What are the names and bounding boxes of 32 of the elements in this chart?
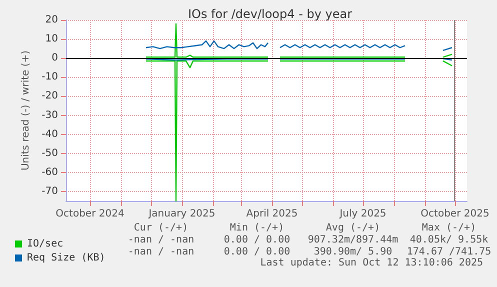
text: 174.67 /741.75 — [406, 246, 492, 258]
chart-title: IOs for /dev/loop4 - by year — [188, 7, 352, 21]
text: Last update: Sun Oct 12 13:10:06 2025 — [260, 258, 484, 268]
x-tick-label: April 2025 — [246, 208, 298, 220]
y-tick-label: 20 — [45, 14, 58, 26]
text: 390.90m/ 5.90 — [314, 246, 392, 258]
text: 0.00 / 0.00 — [224, 246, 290, 258]
legend-label: IO/sec — [27, 238, 64, 250]
text: Min (-/+) — [230, 222, 284, 234]
text: 907.32m/897.44m — [308, 234, 398, 246]
text: Avg (-/+) — [326, 222, 380, 234]
y-tick-label: -60 — [42, 166, 58, 178]
y-tick-label: -30 — [42, 110, 58, 121]
x-tick-label: January 2025 — [148, 208, 216, 220]
x-tick-label: October 2024 — [56, 208, 124, 220]
y-tick-label: -50 — [42, 148, 58, 159]
y-tick-label: -10 — [42, 72, 58, 83]
text: 0.00 / 0.00 — [224, 234, 290, 246]
y-tick-label: -20 — [42, 90, 58, 102]
x-tick-label: October 2025 — [420, 208, 490, 220]
y-axis-title: Units read (-) / write (+) — [20, 50, 32, 171]
y-tick-label: -70 — [42, 186, 58, 197]
text: Max (-/+) — [422, 222, 476, 234]
y-tick-label: -40 — [42, 128, 58, 140]
text: -nan / -nan — [128, 246, 194, 258]
text: Cur (-/+) — [134, 222, 188, 234]
y-tick-label: 0 — [52, 52, 58, 64]
y-tick-label: 10 — [45, 34, 58, 45]
legend-label: Req Size (KB) — [27, 252, 106, 264]
text: -nan / -nan — [128, 234, 194, 246]
x-tick-label: July 2025 — [338, 208, 386, 220]
text: 40.05k/ 9.55k — [410, 234, 488, 246]
